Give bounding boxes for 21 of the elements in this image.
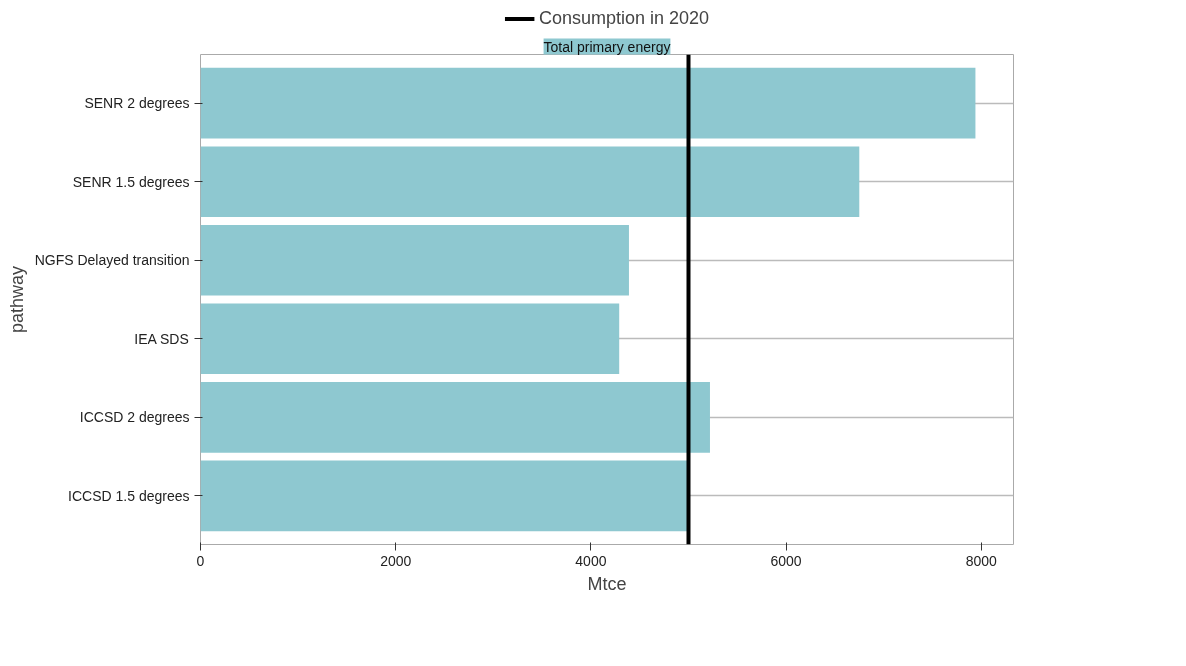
y-tick-label: NGFS Delayed transition: [34, 252, 190, 269]
y-axis-title: pathway: [6, 265, 27, 334]
legend-label: Consumption in 2020: [538, 7, 710, 29]
x-tick-label: 6000: [770, 552, 802, 569]
bar: [200, 146, 860, 218]
bar: [200, 303, 620, 375]
x-tick-label: 8000: [965, 552, 998, 569]
y-tick-label: ICCSD 1.5 degrees: [68, 487, 190, 504]
y-tick-label: SENR 1.5 degrees: [72, 173, 190, 190]
x-axis-title: Mtce: [587, 573, 627, 594]
bar: [200, 381, 710, 453]
bar: [200, 67, 976, 139]
x-tick-label: 0: [196, 552, 205, 569]
x-tick-label: 4000: [575, 552, 607, 569]
y-tick-label: SENR 2 degrees: [84, 95, 190, 112]
chart-subtitle: Total primary energy: [543, 38, 671, 55]
y-tick-label: IEA SDS: [134, 330, 189, 347]
bar: [200, 224, 629, 296]
x-tick-label: 2000: [380, 552, 412, 569]
bar: [200, 460, 689, 532]
y-tick-label: ICCSD 2 degrees: [79, 409, 190, 426]
